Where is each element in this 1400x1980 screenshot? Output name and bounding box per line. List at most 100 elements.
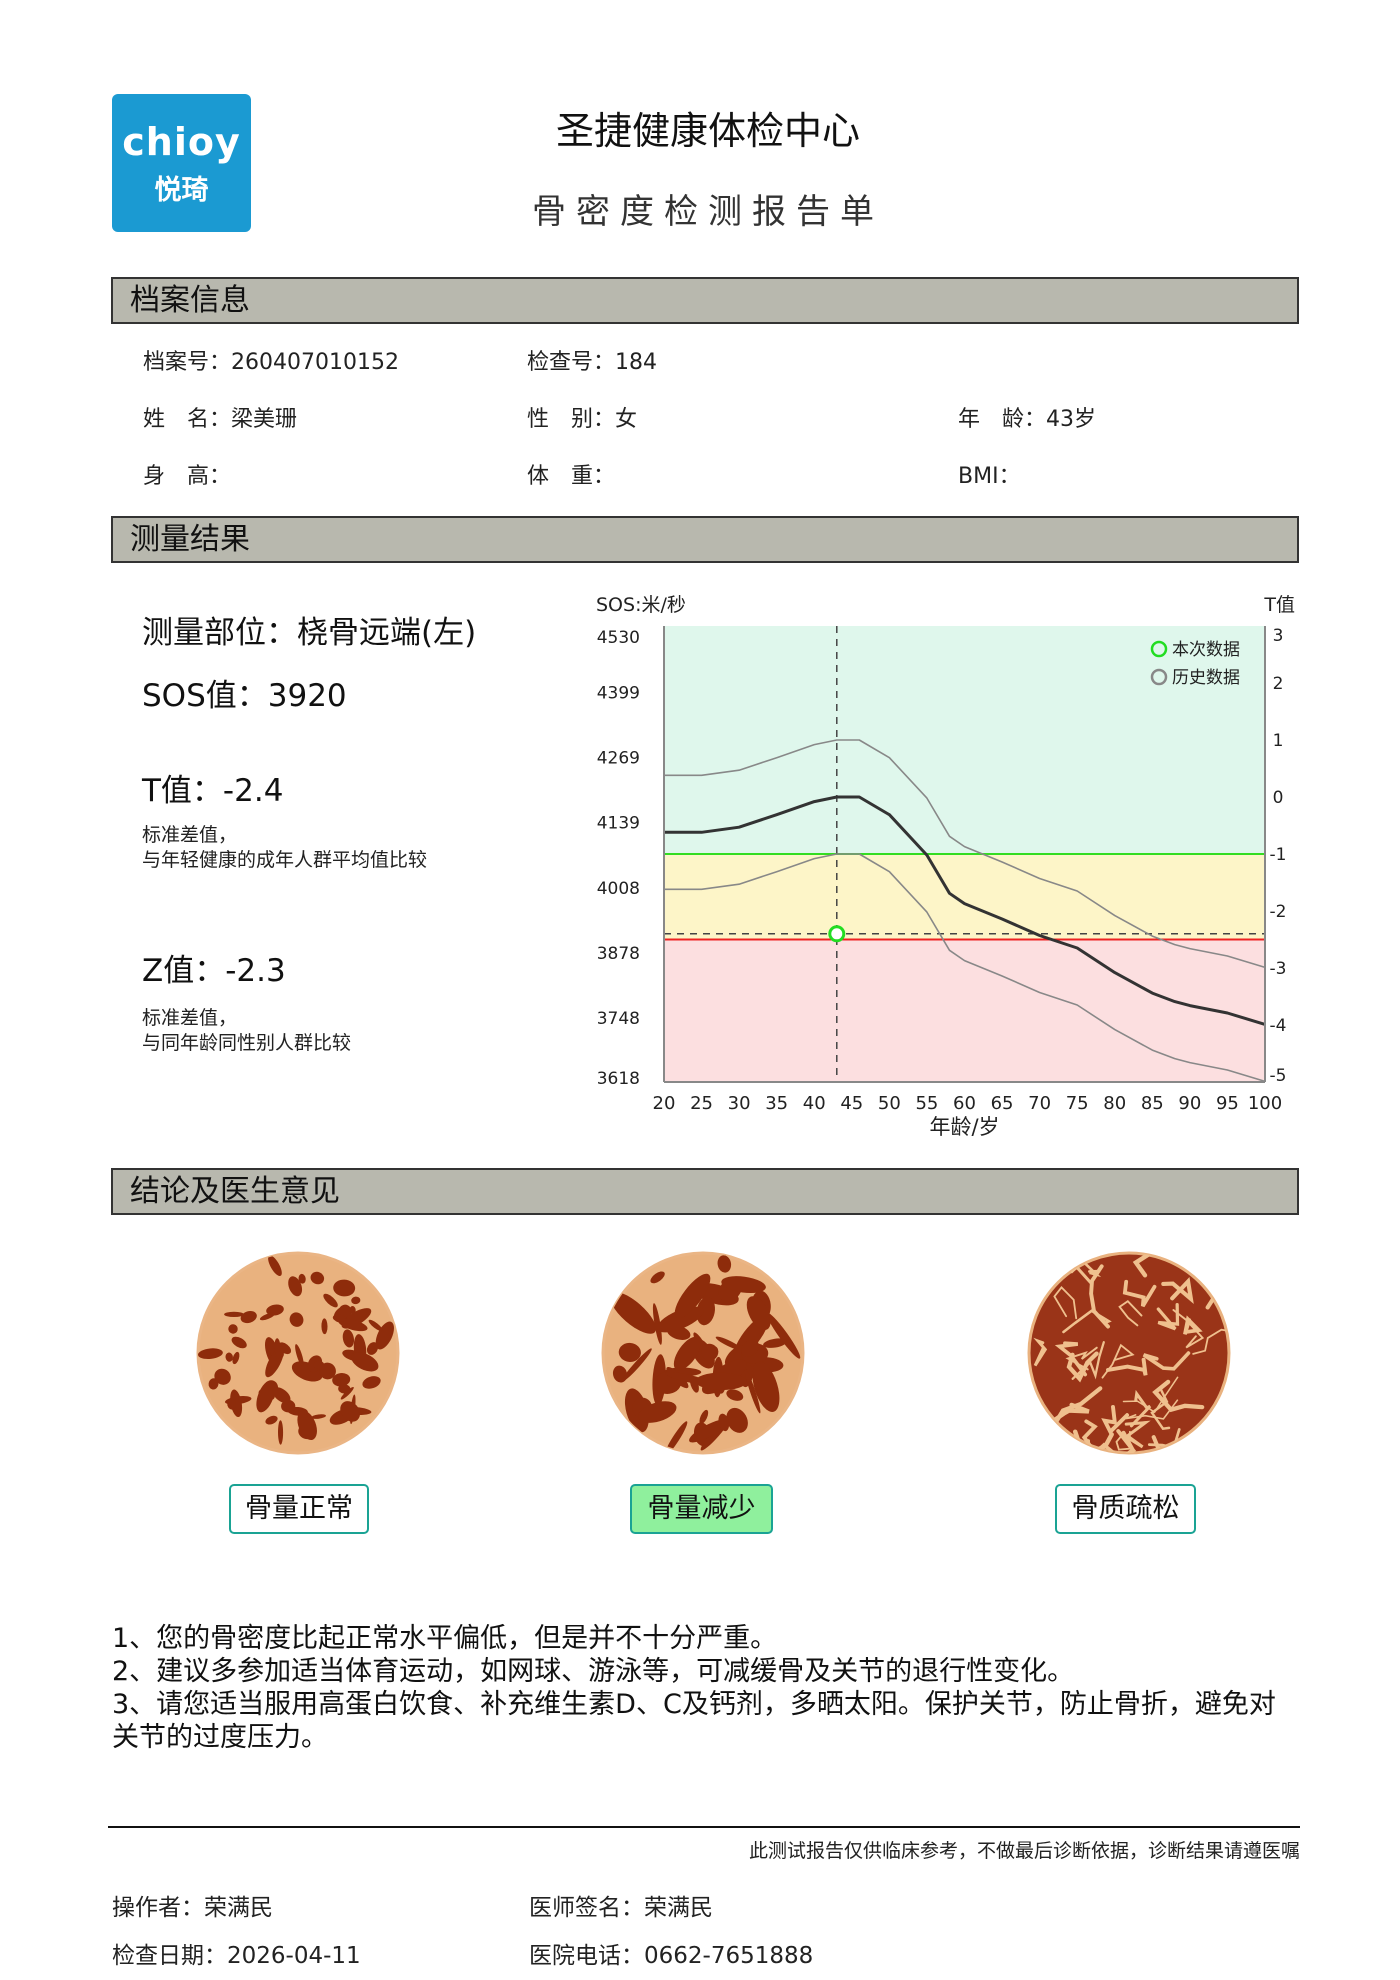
trabecula [1071,1341,1105,1380]
trabecula [1054,1341,1088,1377]
pore [342,1329,355,1348]
y-left-tick-label: 4530 [597,628,640,648]
sd-curve [664,739,1266,969]
pore [696,1296,715,1326]
bone-density-chart: SOS:米/秒 T值4530439942694139400838783748361… [596,594,1295,1139]
z-desc-line: 标准差值， [142,1007,238,1029]
doctor-advice: 1、您的骨密度比起正常水平偏低，但是并不十分严重。 2、建议多参加适当体育运动，… [112,1622,1302,1754]
x-tick-label: 100 [1248,1093,1282,1114]
y-right-tick-label: -1 [1270,845,1287,865]
legend-label: 历史数据 [1172,668,1240,688]
pore [224,1311,244,1318]
category-osteopenia: 骨量减少 [630,1484,773,1534]
doctor-signature: 医师签名：荣满民 [529,1895,713,1921]
patient-height: 身 高： [143,464,232,489]
pore [265,1415,278,1425]
trabecula [1122,1279,1157,1308]
chart-zone [664,626,1265,854]
patient-age: 年 龄：43岁 [958,407,1096,432]
trabecula [1192,1328,1229,1355]
y-right-tick-label: 1 [1273,731,1284,751]
y-left-tick-label: 4139 [597,814,640,834]
pore [351,1296,361,1305]
y-left-tick-label: 4399 [597,684,640,704]
trabecula [1115,1430,1131,1451]
x-tick-label: 40 [803,1093,826,1114]
pore [362,1376,381,1389]
trabecula [1072,1429,1114,1453]
pore [699,1409,709,1424]
y-right-tick-label: 3 [1273,626,1284,646]
x-tick-label: 30 [728,1093,751,1114]
y-left-tick-label: 4008 [597,879,640,899]
sos-value: SOS值：3920 [142,678,347,714]
pore [228,1324,238,1334]
trabecula [1101,1343,1135,1379]
pore [744,1367,761,1414]
pore [717,1255,732,1273]
pore [650,1271,665,1284]
x-tick-label: 85 [1141,1093,1164,1114]
x-tick-label: 95 [1216,1093,1239,1114]
pore [621,1348,652,1382]
pore [695,1372,747,1391]
pore [340,1401,360,1422]
category-osteoporosis: 骨质疏松 [1055,1484,1196,1534]
bone-osteopenia-icon [601,1251,805,1455]
pore [321,1318,328,1335]
y-right-tick-label: -3 [1270,959,1287,979]
t-description: 标准差值， 与年轻健康的成年人群平均值比较 [142,823,427,873]
pore [289,1312,304,1327]
pore [701,1343,718,1361]
trabecula [1125,1399,1179,1420]
right-axis-title: T值 [1263,594,1295,616]
x-tick-label: 60 [953,1093,976,1114]
pore [664,1421,688,1453]
pore [288,1276,303,1297]
trabecula [1150,1388,1171,1431]
logo-text-en: chioy [122,120,241,164]
pore [340,1386,354,1400]
patient-name: 姓 名：梁美珊 [143,407,298,432]
section-results: 测量结果 [111,516,1299,563]
chart-zone [664,939,1265,1082]
pore [715,1336,742,1351]
pore [366,1342,379,1355]
pore [231,1336,247,1349]
legend-marker-icon [1150,668,1168,686]
pore [721,1276,766,1294]
bone-osteoporosis-icon [1027,1251,1231,1455]
pore [297,1410,317,1441]
divider [108,1826,1300,1828]
pore [268,1255,282,1277]
x-tick-label: 75 [1066,1093,1089,1114]
pore [214,1368,231,1385]
pore [274,1338,281,1358]
exam-date: 检查日期：2026-04-11 [112,1943,361,1969]
pore [766,1312,801,1359]
pore [618,1342,641,1362]
exam-no: 检查号：184 [527,350,657,375]
y-right-tick-label: -5 [1270,1066,1287,1086]
hospital-phone: 医院电话：0662-7651888 [529,1943,814,1969]
pore [198,1348,223,1359]
disclaimer: 此测试报告仅供临床参考，不做最后诊断依据，诊断结果请遵医嘱 [748,1840,1300,1862]
pore [746,1296,771,1331]
pore [338,1318,368,1332]
t-desc-line: 标准差值， [142,824,238,846]
x-tick-label: 45 [840,1093,863,1114]
trabecula [1033,1337,1048,1367]
pore [259,1312,275,1321]
pore [332,1314,346,1322]
t-value: T值：-2.4 [142,773,284,809]
trabecula [1152,1379,1205,1413]
mean-curve [664,795,1266,1026]
trabecula [1049,1402,1090,1425]
section-profile: 档案信息 [111,277,1299,324]
pore [208,1378,219,1390]
pore [349,1305,356,1315]
pore [225,1352,233,1362]
operator: 操作者：荣满民 [112,1895,273,1921]
z-value: Z值：-2.3 [142,953,286,989]
z-desc-line: 与同年龄同性别人群比较 [142,1032,352,1054]
